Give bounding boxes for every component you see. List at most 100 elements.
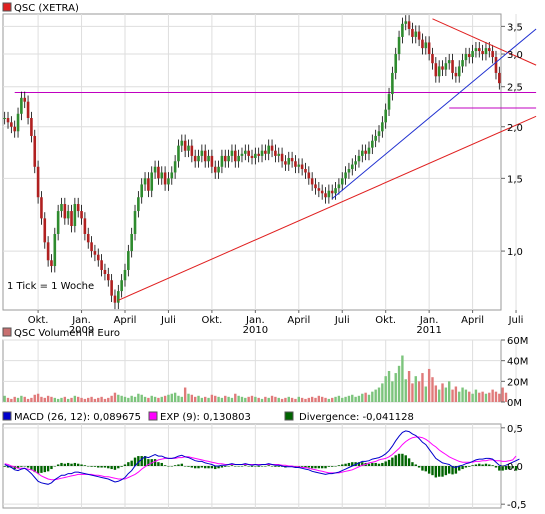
divergence-bar: [173, 465, 177, 466]
volume-bar: [207, 397, 210, 402]
candle-body: [233, 150, 237, 162]
volume-bar: [444, 387, 448, 402]
divergence-bar: [160, 462, 163, 466]
candle-body: [237, 155, 240, 162]
candle-body: [491, 51, 494, 58]
candle-body: [431, 54, 434, 64]
divergence-bar: [40, 466, 43, 473]
volume-bar: [267, 397, 270, 402]
candle-body: [187, 145, 190, 151]
divergence-bar: [431, 466, 434, 476]
volume-bar: [70, 397, 73, 402]
candle-body: [117, 291, 120, 303]
divergence-bar: [240, 466, 244, 467]
divergence-bar: [491, 465, 494, 466]
candle-body: [401, 23, 404, 37]
volume-bar: [60, 397, 63, 402]
candle-body: [270, 145, 274, 151]
price-x-tick-label: Jan.: [245, 315, 265, 326]
volume-bar: [280, 398, 284, 402]
candle-body: [53, 233, 57, 267]
divergence-bar: [123, 464, 127, 466]
price-y-ticks: 3,5 3,0 2,5 2,0 1,5 1,0: [501, 22, 523, 258]
price-trend-lines: [118, 18, 537, 301]
volume-bar: [97, 397, 100, 402]
candle-body: [334, 188, 337, 194]
divergence-bar: [63, 463, 67, 466]
volume-bar: [424, 386, 427, 402]
price-y-tick-label: 2,5: [507, 83, 523, 94]
volume-bar: [464, 389, 468, 402]
divergence-bar: [254, 466, 257, 467]
candle-body: [43, 218, 47, 243]
candle-body: [230, 150, 234, 156]
candle-body: [360, 150, 364, 156]
volume-bar: [270, 395, 274, 402]
price-candles: [3, 15, 501, 310]
candle-body: [36, 166, 40, 198]
macd-y-ticks: 0,5 0,0 -0,5: [501, 424, 527, 511]
divergence-bar: [197, 466, 200, 469]
volume-bar: [36, 393, 40, 402]
price-x-year-label: 2009: [69, 325, 94, 336]
volume-bar: [484, 393, 488, 402]
candle-body: [457, 66, 461, 77]
volume-bar: [163, 395, 167, 402]
volume-legend-swatch: [2, 327, 12, 337]
candle-body: [197, 155, 200, 162]
divergence-legend-swatch: [284, 411, 294, 421]
divergence-bar: [260, 466, 264, 467]
candle-body: [381, 122, 384, 132]
volume-bar: [394, 373, 397, 402]
volume-bar: [364, 392, 367, 402]
candle-body: [66, 211, 70, 219]
divergence-bar: [367, 463, 371, 466]
volume-bar: [357, 395, 361, 402]
divergence-bar: [257, 466, 260, 467]
divergence-bar: [411, 462, 414, 466]
volume-bar: [73, 395, 77, 402]
volume-bar: [80, 397, 83, 402]
volume-bar: [33, 394, 36, 402]
candle-body: [13, 126, 16, 132]
trend-line-blue: [331, 28, 537, 199]
volume-bar: [434, 385, 438, 402]
divergence-bar: [320, 466, 324, 469]
divergence-bar: [6, 466, 10, 468]
volume-bar: [20, 395, 23, 402]
volume-bar: [3, 395, 6, 402]
divergence-bar: [427, 466, 431, 474]
candle-body: [203, 150, 207, 162]
divergence-bar: [471, 465, 474, 466]
candle-body: [407, 21, 411, 29]
candle-body: [467, 54, 471, 58]
volume-bar: [478, 392, 481, 402]
divergence-bar: [357, 462, 361, 466]
volume-bar: [224, 395, 227, 402]
volume-bar: [300, 397, 304, 402]
divergence-bar: [180, 463, 184, 466]
exp-legend-label: EXP (9): 0,130803: [160, 412, 251, 423]
volume-bar: [110, 395, 113, 402]
divergence-bar: [451, 466, 454, 475]
volume-bar: [240, 396, 244, 402]
price-x-tick-label: Jan.: [71, 315, 91, 326]
candle-body: [287, 158, 291, 165]
volume-bar: [371, 391, 374, 402]
price-legend-swatch: [2, 2, 12, 12]
divergence-bar: [83, 465, 87, 466]
divergence-bar: [190, 466, 194, 468]
divergence-bar: [10, 466, 13, 468]
candle-body: [444, 63, 448, 70]
divergence-bar: [90, 466, 93, 467]
price-x-tick-label: April: [287, 315, 310, 326]
candle-body: [193, 155, 197, 162]
volume-bar: [160, 396, 163, 402]
price-x-year-label: 2010: [243, 325, 268, 336]
volume-bar: [150, 395, 153, 402]
volume-bar: [200, 397, 204, 402]
volume-bar: [260, 398, 264, 402]
candle-body: [304, 169, 307, 173]
divergence-bar: [237, 466, 240, 467]
volume-bar: [441, 383, 444, 402]
